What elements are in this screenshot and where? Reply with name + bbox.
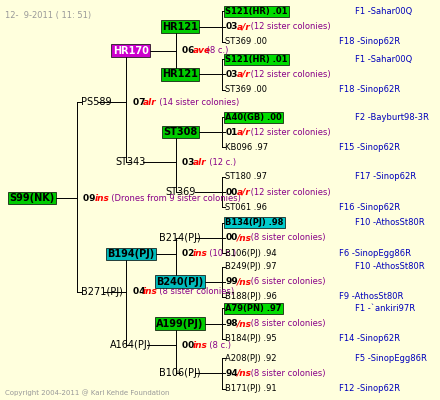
Text: B134(PJ) .98: B134(PJ) .98 bbox=[225, 218, 284, 227]
Text: F15 -Sinop62R: F15 -Sinop62R bbox=[339, 143, 400, 152]
Text: ave: ave bbox=[192, 46, 211, 55]
Text: (8 sister colonies): (8 sister colonies) bbox=[248, 369, 325, 378]
Text: B188(PJ) .96: B188(PJ) .96 bbox=[225, 292, 277, 301]
Text: (10 c.): (10 c.) bbox=[204, 249, 236, 258]
Text: A164(PJ): A164(PJ) bbox=[110, 340, 151, 350]
Text: ins: ins bbox=[192, 341, 207, 350]
Text: 98: 98 bbox=[225, 319, 238, 328]
Text: 03: 03 bbox=[182, 158, 198, 167]
Text: F1 -Sahar00Q: F1 -Sahar00Q bbox=[356, 55, 413, 64]
Text: (12 sister colonies): (12 sister colonies) bbox=[248, 22, 330, 31]
Text: ST369 .00: ST369 .00 bbox=[225, 37, 268, 46]
Text: (8 sister colonies): (8 sister colonies) bbox=[154, 287, 234, 296]
Text: (6 sister colonies): (6 sister colonies) bbox=[248, 277, 325, 286]
Text: F16 -Sinop62R: F16 -Sinop62R bbox=[339, 203, 400, 212]
Text: ins: ins bbox=[95, 194, 110, 202]
Text: 06: 06 bbox=[182, 46, 198, 55]
Text: 02: 02 bbox=[182, 249, 198, 258]
Text: (12 c.): (12 c.) bbox=[204, 158, 236, 167]
Text: A208(PJ) .92: A208(PJ) .92 bbox=[225, 354, 277, 363]
Text: PS589: PS589 bbox=[81, 97, 112, 107]
Text: HR170: HR170 bbox=[113, 46, 149, 56]
Text: HR121: HR121 bbox=[162, 22, 198, 32]
Text: a/r: a/r bbox=[237, 70, 251, 79]
Text: B184(PJ) .95: B184(PJ) .95 bbox=[225, 334, 277, 343]
Text: F1 -Sahar00Q: F1 -Sahar00Q bbox=[356, 7, 413, 16]
Text: S99(NK): S99(NK) bbox=[9, 193, 54, 203]
Text: Copyright 2004-2011 @ Karl Kehde Foundation: Copyright 2004-2011 @ Karl Kehde Foundat… bbox=[5, 389, 169, 396]
Text: S121(HR) .01: S121(HR) .01 bbox=[225, 7, 288, 16]
Text: ST369 .00: ST369 .00 bbox=[225, 85, 268, 94]
Text: 12-  9-2011 ( 11: 51): 12- 9-2011 ( 11: 51) bbox=[5, 11, 91, 20]
Text: (8 sister colonies): (8 sister colonies) bbox=[248, 319, 325, 328]
Text: F5 -SinopEgg86R: F5 -SinopEgg86R bbox=[356, 354, 427, 363]
Text: B194(PJ): B194(PJ) bbox=[107, 249, 154, 259]
Text: 99: 99 bbox=[225, 277, 238, 286]
Text: B271(PJ): B271(PJ) bbox=[81, 287, 123, 297]
Text: F9 -AthosSt80R: F9 -AthosSt80R bbox=[339, 292, 403, 301]
Text: 94: 94 bbox=[225, 369, 238, 378]
Text: (12 sister colonies): (12 sister colonies) bbox=[248, 128, 330, 137]
Text: (14 sister colonies): (14 sister colonies) bbox=[154, 98, 239, 107]
Text: alr: alr bbox=[192, 158, 206, 167]
Text: B214(PJ): B214(PJ) bbox=[159, 233, 201, 243]
Text: /ns: /ns bbox=[237, 319, 252, 328]
Text: /ns: /ns bbox=[237, 369, 252, 378]
Text: (8 c.): (8 c.) bbox=[204, 341, 231, 350]
Text: F14 -Sinop62R: F14 -Sinop62R bbox=[339, 334, 400, 343]
Text: F1 -`ankiri97R: F1 -`ankiri97R bbox=[356, 304, 415, 313]
Text: (8 c.): (8 c.) bbox=[204, 46, 228, 55]
Text: 00: 00 bbox=[225, 233, 238, 242]
Text: /ns: /ns bbox=[237, 233, 252, 242]
Text: HR121: HR121 bbox=[162, 70, 198, 80]
Text: (12 sister colonies): (12 sister colonies) bbox=[248, 70, 330, 79]
Text: S121(HR) .01: S121(HR) .01 bbox=[225, 55, 288, 64]
Text: a/r: a/r bbox=[237, 128, 251, 137]
Text: ins: ins bbox=[143, 287, 158, 296]
Text: (12 sister colonies): (12 sister colonies) bbox=[248, 188, 330, 196]
Text: 09: 09 bbox=[83, 194, 99, 202]
Text: ST369: ST369 bbox=[165, 187, 195, 197]
Text: 03: 03 bbox=[225, 70, 238, 79]
Text: F10 -AthosSt80R: F10 -AthosSt80R bbox=[356, 218, 425, 227]
Text: alr: alr bbox=[143, 98, 157, 107]
Text: a/r: a/r bbox=[237, 188, 251, 196]
Text: /ns: /ns bbox=[237, 277, 252, 286]
Text: ins: ins bbox=[192, 249, 207, 258]
Text: a/r: a/r bbox=[237, 22, 251, 31]
Text: 07: 07 bbox=[133, 98, 148, 107]
Text: ST061 .96: ST061 .96 bbox=[225, 203, 268, 212]
Text: A40(GB) .00: A40(GB) .00 bbox=[225, 112, 282, 122]
Text: F18 -Sinop62R: F18 -Sinop62R bbox=[339, 85, 400, 94]
Text: 04: 04 bbox=[133, 287, 148, 296]
Text: KB096 .97: KB096 .97 bbox=[225, 143, 268, 152]
Text: F2 -Bayburt98-3R: F2 -Bayburt98-3R bbox=[356, 112, 429, 122]
Text: B249(PJ) .97: B249(PJ) .97 bbox=[225, 262, 277, 271]
Text: B240(PJ): B240(PJ) bbox=[157, 277, 204, 287]
Text: (Drones from 9 sister colonies): (Drones from 9 sister colonies) bbox=[106, 194, 241, 202]
Text: B106(PJ) .94: B106(PJ) .94 bbox=[225, 248, 277, 258]
Text: A199(PJ): A199(PJ) bbox=[157, 318, 204, 328]
Text: 00: 00 bbox=[182, 341, 198, 350]
Text: ST180 .97: ST180 .97 bbox=[225, 172, 268, 181]
Text: F12 -Sinop62R: F12 -Sinop62R bbox=[339, 384, 400, 393]
Text: ST308: ST308 bbox=[163, 127, 197, 137]
Text: B106(PJ): B106(PJ) bbox=[159, 368, 201, 378]
Text: F17 -Sinop62R: F17 -Sinop62R bbox=[356, 172, 417, 181]
Text: F6 -SinopEgg86R: F6 -SinopEgg86R bbox=[339, 248, 411, 258]
Text: 01: 01 bbox=[225, 128, 238, 137]
Text: 00: 00 bbox=[225, 188, 238, 196]
Text: B171(PJ) .91: B171(PJ) .91 bbox=[225, 384, 277, 393]
Text: (8 sister colonies): (8 sister colonies) bbox=[248, 233, 325, 242]
Text: 03: 03 bbox=[225, 22, 238, 31]
Text: A79(PN) .97: A79(PN) .97 bbox=[225, 304, 282, 313]
Text: ST343: ST343 bbox=[115, 157, 146, 167]
Text: F18 -Sinop62R: F18 -Sinop62R bbox=[339, 37, 400, 46]
Text: F10 -AthosSt80R: F10 -AthosSt80R bbox=[356, 262, 425, 271]
